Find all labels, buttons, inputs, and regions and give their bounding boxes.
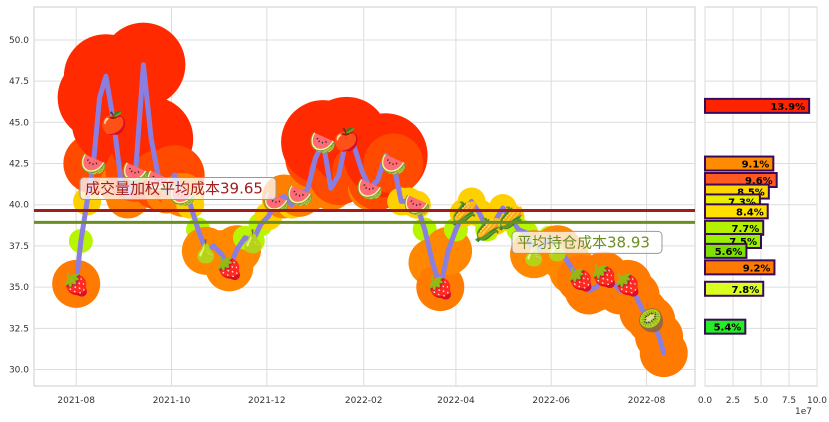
y-tick-label: 35.0 xyxy=(9,283,29,293)
volume-bar-label: 9.6% xyxy=(745,176,773,187)
fruit-marker: 🍐 xyxy=(192,239,219,265)
y-tick-label: 40.0 xyxy=(9,201,29,211)
fruit-marker: 🍎 xyxy=(333,126,360,153)
volume-bar-label: 7.3% xyxy=(728,197,756,208)
fruit-marker: 🍓 xyxy=(216,255,243,281)
volume-bar xyxy=(704,155,775,172)
volume-bar-label: 8.4% xyxy=(736,207,764,218)
volume-bar-label: 7.8% xyxy=(732,285,760,296)
fruit-marker: 🍎 xyxy=(100,109,127,136)
x-tick-label: 2022-04 xyxy=(437,396,475,406)
fruit-marker: 🍉 xyxy=(286,184,313,209)
left-x-axis: 2021-08 2021-10 2021-12 2022-02 2022-04 2022-… xyxy=(57,396,665,406)
y-tick-label: 47.5 xyxy=(9,77,29,87)
right-x-tick-label: 2.5 xyxy=(726,396,740,406)
right-x-tick-label: 0.0 xyxy=(698,396,713,406)
y-tick-label: 37.5 xyxy=(9,242,29,252)
fruit-marker: 🍓 xyxy=(427,275,454,301)
volume-bar-label: 5.6% xyxy=(715,247,743,258)
volume-bar xyxy=(704,318,747,335)
right-x-tick-label: 7.5 xyxy=(782,396,796,406)
volume-bar-label: 7.7% xyxy=(732,224,760,235)
fruit-marker: 🍉 xyxy=(380,153,407,178)
right-x-tick-label: 5.0 xyxy=(754,396,769,406)
x-tick-label: 2021-08 xyxy=(57,396,95,406)
fruit-marker: 🍉 xyxy=(356,177,383,202)
fruit-marker: 🌽 xyxy=(497,205,524,232)
right-x-tick-label: 10.0 xyxy=(807,396,827,406)
x-tick-label: 2022-02 xyxy=(345,396,383,406)
volume-bar xyxy=(704,203,769,220)
x-tick-label: 2021-10 xyxy=(153,396,191,406)
volume-bar-label: 13.9% xyxy=(770,102,805,113)
volume-bar-label: 5.4% xyxy=(714,323,742,334)
volume-bar-label: 7.5% xyxy=(729,237,757,248)
fruit-marker: 🍓 xyxy=(567,267,594,293)
fruit-marker: 🍓 xyxy=(591,264,618,290)
x-tick-label: 2021-12 xyxy=(248,396,286,406)
right-x-axis: 0.0 2.5 5.0 7.5 10.0 xyxy=(698,396,827,406)
volume-bar-label: 9.2% xyxy=(743,263,771,274)
y-tick-label: 45.0 xyxy=(9,118,29,128)
volume-bar xyxy=(704,280,765,297)
x-tick-label: 2022-06 xyxy=(532,396,570,406)
left-y-axis: 30.0 32.5 35.0 37.5 40.0 42.5 45.0 47.5 50.0 xyxy=(9,36,29,376)
fruit-marker: 🍉 xyxy=(309,131,336,156)
fruit-marker: 🥝 xyxy=(638,306,665,334)
volume-bars: 13.9% 9.1% 9.6%8.5%7.3%8.4% 7.7% 7.5%5.6%9.2… xyxy=(704,97,811,335)
fruit-marker: 🍉 xyxy=(80,153,107,178)
fruit-marker: 🍓 xyxy=(62,272,89,298)
volume-bar xyxy=(704,259,776,276)
volume-bar-label: 9.1% xyxy=(742,160,770,171)
cost-label-box xyxy=(511,230,663,254)
y-tick-label: 50.0 xyxy=(9,36,29,46)
cost-label-box xyxy=(79,177,277,201)
cost-lines: 成交量加权平均成本39.65 平均持仓成本38.93 xyxy=(34,177,695,254)
volume-bar xyxy=(704,97,811,114)
axis-offset-label: 1e7 xyxy=(795,407,812,417)
x-tick-label: 2022-08 xyxy=(628,396,666,406)
fruit-marker: 🍉 xyxy=(403,194,430,219)
y-tick-label: 32.5 xyxy=(9,324,29,334)
cost-label: 平均持仓成本38.93 xyxy=(517,233,650,251)
fruit-marker: 🍐 xyxy=(239,229,266,255)
volume-bar-label: 8.5% xyxy=(737,188,765,199)
cost-label: 成交量加权平均成本39.65 xyxy=(85,180,263,198)
volume-bar xyxy=(704,242,748,259)
y-tick-label: 30.0 xyxy=(9,366,29,376)
y-tick-label: 42.5 xyxy=(9,160,29,170)
fruit-marker: 🍓 xyxy=(614,272,641,298)
